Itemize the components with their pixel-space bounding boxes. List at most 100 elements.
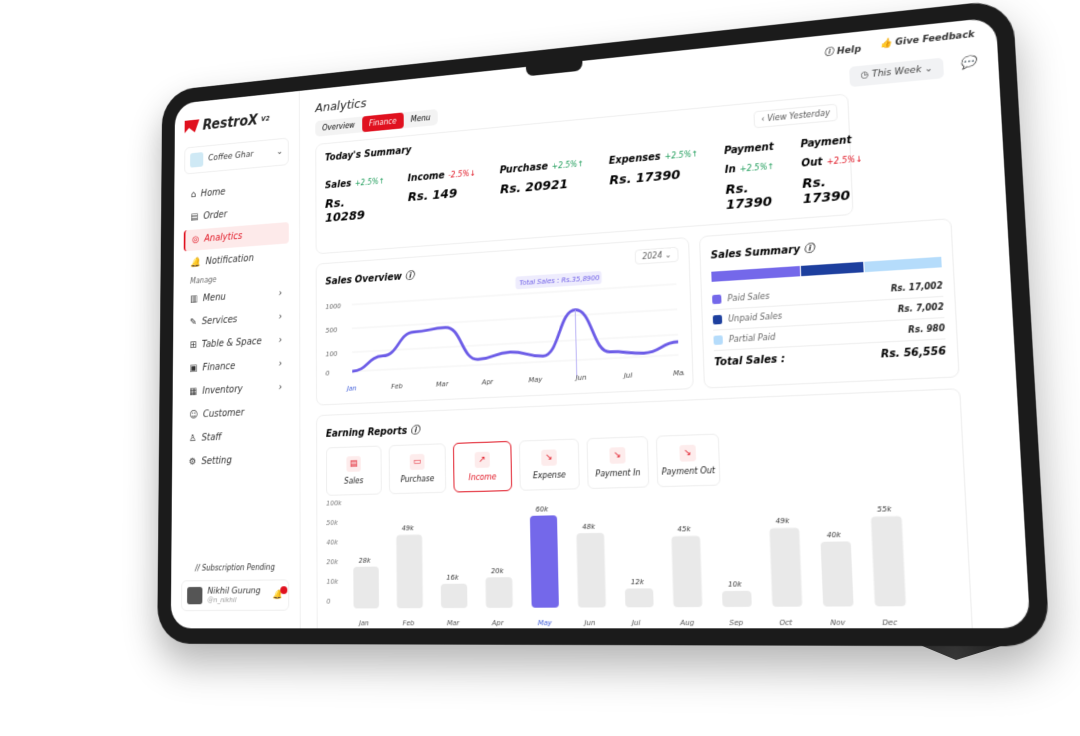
x-tick-label: Jun (582, 618, 595, 627)
metric-income: Income -2.5%↓ Rs. 149 (408, 161, 477, 237)
sidebar-item-finance[interactable]: ▣ Finance › (183, 353, 289, 380)
sidebar-item-label: Setting (201, 455, 232, 467)
sidebar-item-label: Notification (205, 253, 254, 268)
tablet-frame: RestroX V2 Coffee Ghar ⌄ ⌂ Home ▤ Order ◎ Analy… (157, 0, 1051, 647)
chat-icon[interactable]: 💬 (959, 54, 977, 71)
info-icon: ⓘ (803, 243, 815, 256)
bar-jan (353, 566, 380, 609)
screen: RestroX V2 Coffee Ghar ⌄ ⌂ Home ▤ Order ◎ Analy… (170, 17, 1031, 629)
tab-finance[interactable]: Finance (361, 112, 404, 133)
y-tick-label: 100 (326, 350, 338, 359)
logo: RestroX V2 (185, 108, 289, 135)
home-icon: ⌂ (190, 189, 196, 201)
metric-name: Income (407, 170, 445, 185)
metric-name: Purchase (499, 161, 548, 177)
shop-name: Coffee Ghar (208, 150, 254, 164)
sidebar-nav: ⌂ Home ▤ Order ◎ Analytics 🔔 Notification Manage… (182, 176, 289, 473)
metric-value: Rs. 149 (407, 186, 458, 205)
bar-value-label: 12k (631, 577, 645, 586)
inventory-icon: ▦ (189, 386, 198, 398)
sales-overview-card: Sales Overview ⓘ 2024 ⌄ 1000 500 100 0 Total… (315, 236, 694, 406)
bar-value-label: 55k (877, 505, 892, 515)
bar-value-label: 49k (775, 517, 789, 526)
sidebar-item-table-space[interactable]: ⊞ Table & Space › (183, 329, 289, 356)
sidebar-item-inventory[interactable]: ▦ Inventory › (183, 376, 289, 403)
order-icon: ▤ (190, 212, 199, 223)
tab-label: Income (468, 472, 497, 483)
x-tick-label: May (538, 619, 552, 628)
info-icon: ⓘ (404, 270, 415, 283)
sidebar-item-label: Services (201, 314, 238, 328)
trend-down-icon: ↘ (609, 447, 626, 464)
view-yesterday-label: View Yesterday (766, 108, 831, 124)
tab-overview[interactable]: Overview (322, 120, 355, 133)
metric-delta: +2.5%↑ (664, 149, 698, 161)
tab-menu[interactable]: Menu (410, 113, 431, 124)
bar-sep (721, 590, 752, 607)
clock-icon: ◷ (860, 69, 873, 82)
tooltip-guide (575, 310, 577, 378)
sidebar-item-staff[interactable]: ♙ Staff (182, 424, 289, 450)
sidebar-item-setting[interactable]: ⚙ Setting (182, 448, 289, 473)
shop-logo (190, 152, 204, 168)
metric-delta: +2.5%↓ (827, 154, 863, 166)
user-handle: @n_nikhil (207, 596, 237, 605)
x-tick-label: Jul (622, 371, 633, 380)
user-profile[interactable]: Nikhil Gurung @n_nikhil 🔔 (181, 579, 290, 612)
metric-value: Rs. 17390 (609, 167, 681, 189)
notification-bell-icon[interactable]: 🔔 (273, 586, 288, 600)
grid-line (352, 355, 678, 371)
period-selector[interactable]: ◷ This Week ⌄ (849, 57, 945, 88)
bar-feb (396, 534, 423, 609)
tab-label: Purchase (400, 474, 435, 485)
bar-jul (624, 588, 654, 608)
metric-purchase: Purchase +2.5%↑ Rs. 20921 (499, 152, 585, 231)
bar-value-label: 16k (446, 573, 459, 582)
metric-name: Expenses (608, 151, 661, 167)
tab-label: Payment In (595, 468, 641, 479)
trend-down-icon: ↘ (679, 444, 697, 462)
grid-line (352, 309, 677, 328)
chevron-right-icon: › (278, 288, 283, 299)
sidebar-item-label: Finance (202, 361, 236, 374)
bar-value-label: 49k (402, 524, 414, 533)
bar-value-label: 48k (582, 522, 595, 531)
chevron-right-icon: › (278, 382, 283, 394)
sidebar-item-customer[interactable]: ☺ Customer (182, 400, 289, 426)
earning-tab-sales[interactable]: ▤ Sales (325, 445, 382, 496)
menu-icon: ▥ (189, 294, 198, 305)
earning-bar-chart: 100k 50k 40k 20k 10k 0 28k Jan 49k Feb 16k Mar 20k Ap… (326, 499, 906, 628)
chevron-right-icon: › (278, 311, 283, 323)
metric-delta-value: +2.5% (739, 162, 768, 174)
x-tick-label: Oct (779, 618, 793, 627)
sales-summary-card: Sales Summary ⓘ Paid Sales Rs. 17,002 Unpa… (698, 218, 960, 389)
y-tick-label: 20k (326, 558, 338, 567)
x-tick-label: Dec (882, 618, 898, 627)
year-selector[interactable]: 2024 ⌄ (635, 246, 679, 265)
row-label: Partial Paid (728, 332, 776, 345)
view-yesterday-button[interactable]: ‹ View Yesterday (753, 103, 838, 129)
metric-value: Rs. 10289 (325, 196, 365, 226)
arrow-up-icon: ↑ (767, 161, 775, 172)
shop-selector[interactable]: Coffee Ghar ⌄ (184, 137, 289, 175)
chevron-right-icon: › (278, 358, 283, 370)
legend-swatch (712, 294, 722, 305)
earning-tab-payment-in[interactable]: ↘ Payment In (586, 436, 650, 490)
analytics-icon: ◎ (192, 234, 200, 246)
bar-value-label: 10k (728, 580, 742, 589)
earning-reports-card: Earning Reports ⓘ ▤ Sales ▭ Purchase ↗ Income… (316, 388, 974, 629)
logo-mark-icon (185, 119, 200, 133)
x-tick-label: Mar (436, 380, 450, 389)
earning-tab-expense[interactable]: ↘ Expense (518, 438, 580, 491)
earning-tab-purchase[interactable]: ▭ Purchase (388, 443, 447, 495)
bar-value-label: 60k (535, 505, 548, 514)
earning-tab-payment-out[interactable]: ↘ Payment Out (655, 433, 721, 488)
row-label: Paid Sales (727, 291, 770, 304)
bar-may (529, 515, 559, 608)
trend-up-icon: ↗ (474, 451, 490, 469)
sidebar: RestroX V2 Coffee Ghar ⌄ ⌂ Home ▤ Order ◎ Analy… (170, 90, 301, 629)
earning-tab-income[interactable]: ↗ Income (452, 440, 513, 493)
arrow-up-icon: ↑ (378, 176, 385, 186)
bar-jun (576, 532, 606, 608)
